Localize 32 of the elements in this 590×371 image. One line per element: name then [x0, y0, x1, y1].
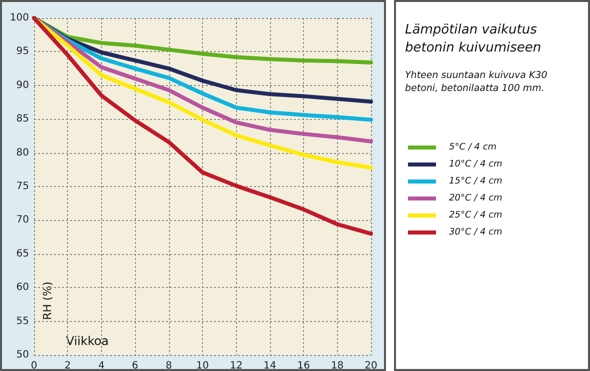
y-tick-label: 95	[16, 46, 29, 58]
legend-label: 10°C / 4 cm	[449, 160, 503, 170]
text: Yhteen suuntaan kuivuva K30 betoni, betonilaatta 100 mm.	[405, 70, 550, 94]
x-tick-label: 18	[330, 360, 344, 371]
y-tick-label: 100	[10, 12, 29, 24]
legend-label: 30°C / 4 cm	[449, 228, 503, 238]
y-tick-label: 55	[16, 316, 29, 327]
y-axis-title: RH (%)	[41, 282, 54, 320]
text: Lämpötilan vaikutus betonin kuivumiseen	[405, 22, 542, 56]
legend-label: 25°C / 4 cm	[449, 210, 503, 220]
x-tick-label: 6	[132, 360, 138, 371]
x-tick-label: 16	[297, 360, 310, 371]
x-tick-label: 0	[30, 360, 38, 371]
y-tick-label: 75	[16, 181, 29, 192]
legend-label: 15°C / 4 cm	[449, 176, 503, 186]
y-tick-label: 50	[16, 350, 29, 360]
x-tick-label: 4	[98, 360, 105, 371]
y-tick-label: 70	[16, 214, 29, 226]
legend-label: 20°C / 4 cm	[449, 194, 503, 204]
x-tick-label: 8	[166, 360, 172, 371]
y-tick-label: 80	[16, 147, 29, 158]
y-tick-label: 65	[16, 248, 29, 260]
x-tick-label: 14	[264, 360, 276, 371]
x-tick-label: 12	[230, 360, 243, 371]
y-tick-label: 85	[16, 114, 29, 125]
y-tick-label: 60	[16, 282, 29, 294]
x-tick-label: 2	[64, 360, 71, 371]
x-tick-label: 10	[196, 360, 209, 371]
x-tick-label: 20	[364, 360, 378, 371]
x-axis-title: Viikkoa	[66, 334, 109, 348]
legend-label: 5°C / 4 cm	[449, 142, 497, 152]
y-tick-label: 90	[16, 80, 29, 91]
